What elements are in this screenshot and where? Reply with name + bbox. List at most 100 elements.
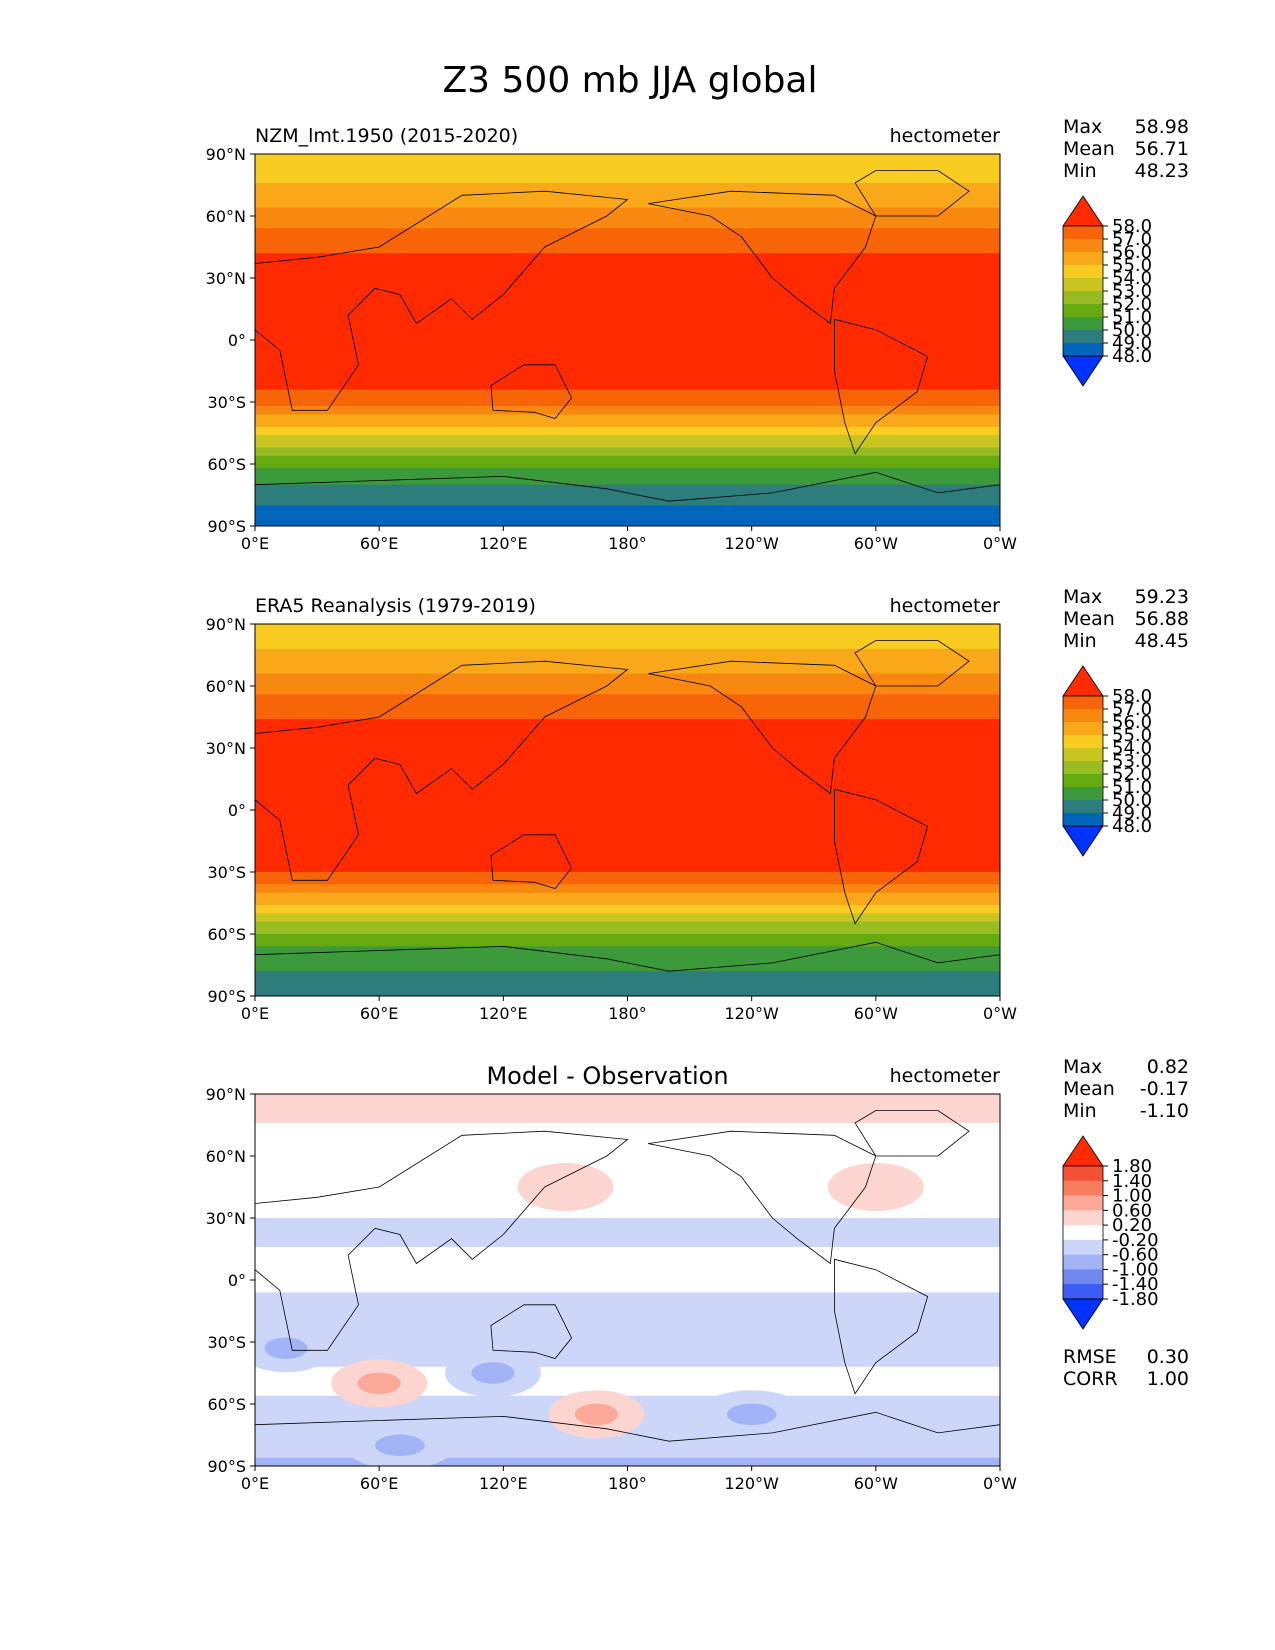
coastlines [255, 1110, 1000, 1466]
field-band [255, 1437, 1000, 1442]
lat-tick-label: 90°N [206, 145, 246, 164]
field-band [255, 187, 1000, 192]
field-band [255, 921, 1000, 927]
field-band [255, 505, 1000, 511]
field-band [255, 909, 1000, 914]
lon-tick-label: 180° [608, 534, 647, 553]
field-band [255, 273, 1000, 279]
field-band [255, 727, 1000, 733]
colorbar-bin [1063, 291, 1103, 305]
field-band [255, 199, 1000, 205]
field-band [255, 1255, 1000, 1260]
field-band [255, 834, 1000, 840]
field-band [255, 319, 1000, 325]
field-band [255, 925, 1000, 931]
field-band [255, 1259, 1000, 1265]
field-band [255, 315, 1000, 320]
field-band [255, 719, 1000, 724]
colorbar-label: 48.0 [1112, 816, 1152, 837]
colorbar-label: 55.0 [1112, 725, 1152, 746]
colorbar-bin [1063, 239, 1103, 253]
field-band [255, 652, 1000, 658]
field-band [255, 971, 1000, 976]
continent-outline [854, 640, 970, 687]
field-band [255, 1160, 1000, 1165]
field-band [255, 752, 1000, 757]
field-band [255, 880, 1000, 885]
field-band [255, 509, 1000, 515]
colorbar-label: -1.80 [1112, 1289, 1159, 1310]
lon-tick-label: 0°E [241, 1474, 269, 1493]
colorbar-bin [1063, 774, 1103, 788]
field-band [255, 661, 1000, 666]
stat-label-corr: CORR [1063, 1368, 1118, 1390]
continent-outline [255, 1130, 629, 1351]
field-band [255, 439, 1000, 444]
field-band [255, 1209, 1000, 1215]
field-band [255, 735, 1000, 741]
colorbar-extend-min [1062, 1298, 1104, 1330]
field-band [255, 166, 1000, 172]
field-band [255, 706, 1000, 712]
colorbar-extend-min [1062, 825, 1104, 857]
field-band [255, 776, 1000, 782]
field-band [255, 946, 1000, 952]
colorbar-label: -0.20 [1112, 1230, 1159, 1251]
stat-value-min: -1.10 [1140, 1100, 1189, 1122]
field-band [255, 1313, 1000, 1318]
field-band [255, 195, 1000, 201]
panels: 90°N60°N30°N0°30°S60°S90°S0°E 60°E 120°E 18… [206, 116, 1189, 1493]
colorbar-bin [1063, 278, 1103, 292]
field-band [255, 232, 1000, 238]
field-band [255, 1280, 1000, 1285]
colorbar-label: 48.0 [1112, 346, 1152, 367]
field-band [255, 406, 1000, 411]
field-band [255, 1304, 1000, 1310]
field-band [255, 838, 1000, 844]
lon-tick-label: 0°W [983, 1474, 1017, 1493]
colorbar-bin [1063, 1195, 1103, 1211]
continent-outline [490, 834, 573, 889]
field-band [255, 1193, 1000, 1198]
colorbar-label: 49.0 [1112, 333, 1152, 354]
field-band [255, 1317, 1000, 1322]
colorbar-label: 54.0 [1112, 738, 1152, 759]
lat-tick-label: 60°N [206, 677, 246, 696]
stat-label-max: Max [1063, 1056, 1102, 1078]
field-band [255, 950, 1000, 956]
field-band [255, 327, 1000, 333]
anomaly-core [375, 1434, 425, 1457]
lat-tick-label: 30°N [206, 269, 246, 288]
field-band [255, 244, 1000, 250]
field-band [255, 1135, 1000, 1141]
field-band [255, 472, 1000, 477]
field-band [255, 1242, 1000, 1248]
colorbar-label: 57.0 [1112, 699, 1152, 720]
panel-units: hectometer [890, 1065, 1001, 1087]
field-band [255, 1110, 1000, 1116]
stat-value-max: 0.82 [1147, 1056, 1189, 1078]
continent-outline [834, 1258, 929, 1395]
field-band [255, 1094, 1000, 1099]
stat-label-min: Min [1063, 1100, 1097, 1122]
field-band [255, 810, 1000, 815]
stat-label-max: Max [1063, 116, 1102, 138]
stat-value-corr: 1.00 [1147, 1368, 1189, 1390]
field-band [255, 224, 1000, 229]
field-band [255, 793, 1000, 799]
panel-units: hectometer [890, 595, 1001, 617]
field-band [255, 1131, 1000, 1136]
colorbar-label: 1.80 [1112, 1156, 1152, 1177]
field-band [255, 422, 1000, 428]
lon-tick-label: 120°E [479, 1004, 528, 1023]
field-band [255, 216, 1000, 221]
field-band [255, 306, 1000, 312]
field-band [255, 1432, 1000, 1438]
stat-label-mean: Mean [1063, 138, 1115, 160]
field-band [255, 905, 1000, 910]
field-band [255, 488, 1000, 494]
field-band [255, 731, 1000, 737]
field-band [255, 1168, 1000, 1174]
stat-label-mean: Mean [1063, 1078, 1115, 1100]
field-band [255, 900, 1000, 906]
